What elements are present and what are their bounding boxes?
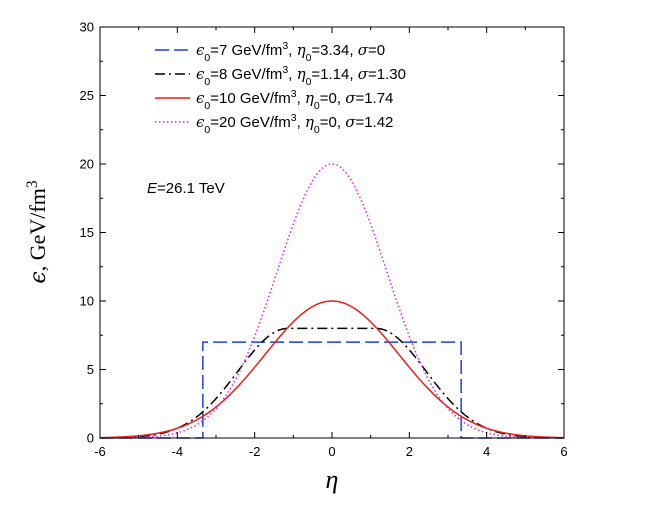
series-line-3 — [99, 300, 565, 439]
x-tick-label: 6 — [560, 444, 567, 459]
y-tick-label: 25 — [80, 88, 94, 103]
y-tick-label: 0 — [87, 431, 94, 446]
series-curves — [99, 163, 565, 439]
x-axis-label: η — [326, 465, 339, 494]
y-tick-label: 5 — [87, 362, 94, 377]
x-tick-label: 2 — [406, 444, 413, 459]
x-tick-label: -2 — [249, 444, 261, 459]
axis-ticks: -6 -4 -2 0 2 4 6 0 5 10 15 20 25 30 — [80, 20, 568, 460]
y-axis-label: ϵ, GeV/fm3 — [24, 180, 52, 283]
legend: ϵ0=7 GeV/fm3, η0=3.34, σ=0ϵ0=8 GeV/fm3, … — [155, 40, 406, 136]
series-line-1 — [100, 341, 564, 439]
legend-label-4: ϵ0=20 GeV/fm3, η0=0, σ=1.42 — [196, 112, 393, 136]
x-tick-label: 0 — [328, 444, 335, 459]
plot-frame — [99, 26, 565, 439]
x-tick-label: -6 — [94, 444, 106, 459]
legend-label-1: ϵ0=7 GeV/fm3, η0=3.34, σ=0 — [196, 40, 385, 64]
legend-label-2: ϵ0=8 GeV/fm3, η0=1.14, σ=1.30 — [196, 64, 406, 88]
y-tick-label: 15 — [80, 225, 94, 240]
x-tick-label: -4 — [172, 444, 184, 459]
y-tick-label: 30 — [80, 20, 94, 35]
series-line-2 — [99, 327, 565, 439]
energy-annotation: E=26.1 TeV — [147, 180, 225, 197]
y-tick-label: 20 — [80, 157, 94, 172]
x-tick-label: 4 — [483, 444, 490, 459]
legend-label-3: ϵ0=10 GeV/fm3, η0=0, σ=1.74 — [196, 88, 393, 112]
y-tick-label: 10 — [80, 294, 94, 309]
